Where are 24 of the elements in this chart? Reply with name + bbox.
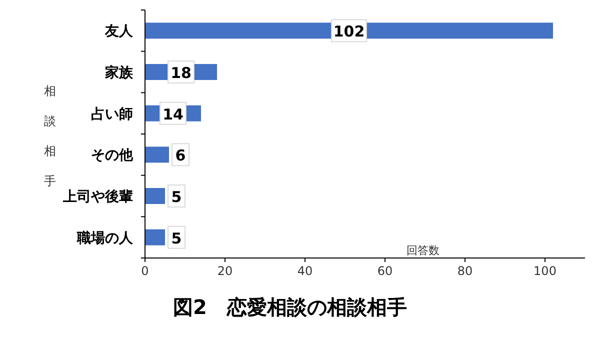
text: 相談相手 xyxy=(44,84,56,188)
x-tick-label: 80 xyxy=(457,264,473,278)
x-tick-label: 0 xyxy=(141,264,149,278)
data-label: 102 xyxy=(333,22,365,41)
y-tick-label: 職場の人 xyxy=(76,229,134,246)
x-axis-title: 回答数 xyxy=(406,244,440,257)
data-label: 18 xyxy=(170,64,192,82)
y-tick-label: 友人 xyxy=(104,24,134,40)
bar xyxy=(145,188,165,204)
bar xyxy=(145,229,165,246)
y-tick-label: 家族 xyxy=(104,64,134,81)
data-label: 14 xyxy=(162,105,184,124)
y-tick-label: 上司や後輩 xyxy=(62,189,133,205)
data-label: 5 xyxy=(171,229,182,248)
x-tick-label: 60 xyxy=(377,264,393,278)
y-tick-label: 占い師 xyxy=(91,106,133,122)
y-tick-label: その他 xyxy=(91,148,134,164)
x-tick-label: 100 xyxy=(534,264,556,278)
x-tick-label: 20 xyxy=(217,264,233,278)
data-label: 6 xyxy=(175,146,186,165)
data-label: 5 xyxy=(171,188,182,206)
x-tick-label: 40 xyxy=(297,264,313,278)
text: 図2 恋愛相談の相談相手 xyxy=(173,295,407,319)
bar xyxy=(145,146,169,163)
